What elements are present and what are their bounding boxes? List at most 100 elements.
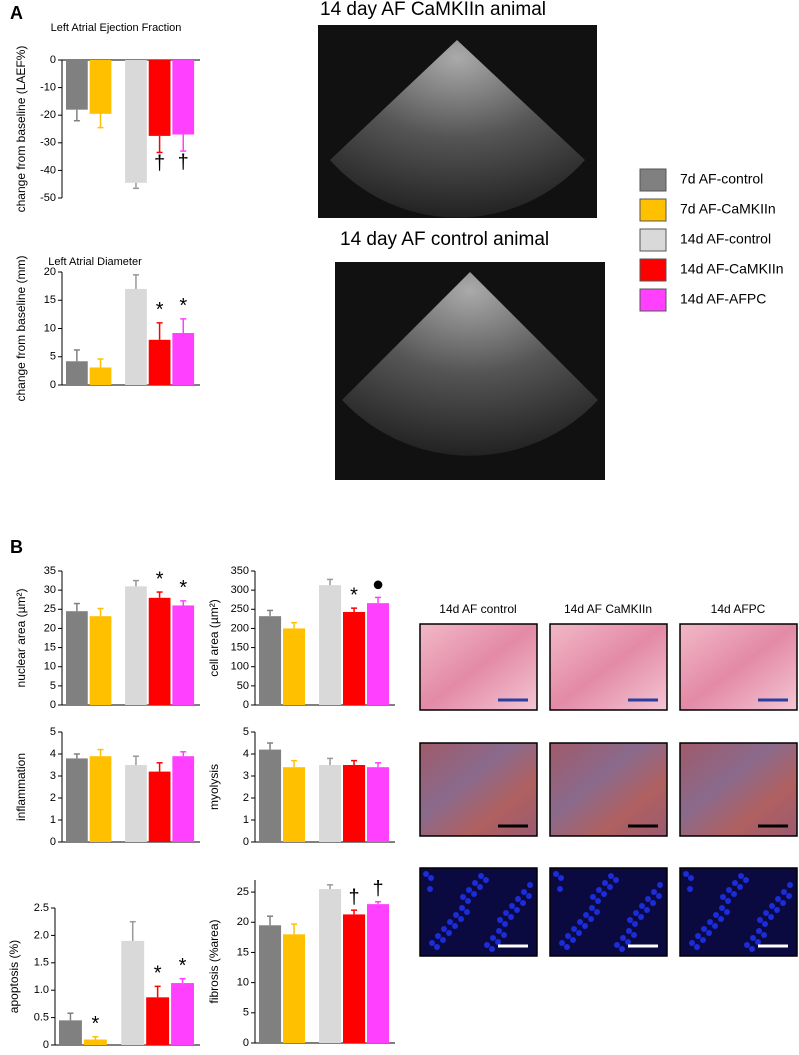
y-axis-label: cell area (µm²) — [207, 599, 221, 677]
nucleus — [713, 912, 719, 918]
nucleus — [588, 916, 594, 922]
nucleus — [768, 914, 774, 920]
nucleus — [756, 928, 762, 934]
column-header: 14d AFPC — [711, 602, 766, 616]
bar — [259, 616, 282, 705]
y-tick-label: 0 — [50, 699, 56, 711]
nucleus — [557, 886, 563, 892]
nucleus — [602, 880, 608, 886]
nucleus — [496, 928, 502, 934]
nucleus — [632, 921, 638, 927]
nucleus — [737, 884, 743, 890]
bar — [259, 925, 282, 1043]
y-axis-label: change from baseline (LAEF%) — [14, 46, 28, 213]
legend-label: 7d AF-control — [680, 171, 763, 187]
nucleus — [570, 937, 576, 943]
nucleus — [459, 905, 465, 911]
bar — [66, 60, 88, 110]
bar — [148, 771, 171, 842]
nucleus — [508, 914, 514, 920]
histology-image — [679, 867, 798, 957]
nucleus — [749, 946, 755, 952]
column-header: 14d AF control — [439, 602, 516, 616]
bar — [66, 611, 88, 705]
nucleus — [614, 942, 620, 948]
nucleus — [601, 891, 607, 897]
nucleus — [786, 893, 792, 899]
nucleus — [596, 887, 602, 893]
nucleus — [483, 877, 489, 883]
nucleus — [731, 891, 737, 897]
bar — [343, 765, 366, 842]
nucleus — [755, 939, 761, 945]
histology-image — [419, 867, 538, 957]
nucleus — [466, 887, 472, 893]
nucleus — [427, 886, 433, 892]
nucleus — [428, 875, 434, 881]
nucleus — [497, 917, 503, 923]
y-tick-label: 1.5 — [34, 957, 49, 969]
chart-title: Left Atrial Ejection Fraction — [51, 22, 182, 34]
bar — [148, 597, 171, 705]
y-tick-label: 10 — [44, 661, 56, 673]
nucleus — [657, 882, 663, 888]
nucleus — [695, 933, 701, 939]
nucleus — [441, 926, 447, 932]
histology-image — [419, 623, 538, 711]
nucleus — [527, 882, 533, 888]
nucleus — [464, 909, 470, 915]
nucleus — [706, 930, 712, 936]
significance-mark: † — [154, 153, 165, 175]
bar — [125, 288, 147, 385]
nucleus — [712, 923, 718, 929]
nucleus — [743, 877, 749, 883]
bar — [343, 611, 366, 705]
panel-label: A — [10, 3, 23, 23]
nucleus — [656, 893, 662, 899]
nucleus — [583, 912, 589, 918]
nucleus — [613, 877, 619, 883]
nucleus — [625, 939, 631, 945]
y-tick-label: 250 — [231, 603, 249, 615]
nucleus — [582, 923, 588, 929]
nucleus — [639, 903, 645, 909]
nucleus — [644, 907, 650, 913]
bar — [367, 904, 390, 1043]
legend-label: 14d AF-CaMKIIn — [680, 261, 784, 277]
nucleus — [515, 896, 521, 902]
nucleus — [707, 919, 713, 925]
y-tick-label: -20 — [40, 109, 56, 121]
y-axis-label: myolysis — [207, 764, 221, 810]
y-tick-label: 25 — [237, 886, 249, 898]
y-tick-label: 0 — [243, 1037, 249, 1049]
significance-mark: † — [348, 886, 359, 908]
histology-image — [549, 867, 668, 957]
bar — [148, 339, 171, 385]
image-caption: 14 day AF CaMKIIn animal — [320, 0, 546, 20]
y-tick-label: 20 — [44, 622, 56, 634]
nucleus — [571, 926, 577, 932]
nucleus — [726, 887, 732, 893]
nucleus — [750, 935, 756, 941]
nucleus — [453, 912, 459, 918]
nucleus — [440, 937, 446, 943]
histology-image — [679, 623, 798, 711]
y-tick-label: 35 — [44, 565, 56, 577]
bar — [172, 605, 195, 705]
bar — [172, 756, 195, 842]
echo-fan — [342, 272, 598, 456]
nucleus — [761, 932, 767, 938]
histology-image — [419, 742, 538, 837]
bar — [66, 758, 88, 842]
y-tick-label: 5 — [243, 726, 249, 738]
significance-mark: * — [156, 299, 164, 321]
nucleus — [495, 939, 501, 945]
y-tick-label: 5 — [50, 351, 56, 363]
nucleus — [651, 889, 657, 895]
nucleus — [477, 884, 483, 890]
y-tick-label: 15 — [237, 946, 249, 958]
bar — [89, 616, 112, 705]
bar — [125, 765, 147, 842]
nucleus — [688, 875, 694, 881]
significance-mark: * — [156, 568, 164, 590]
